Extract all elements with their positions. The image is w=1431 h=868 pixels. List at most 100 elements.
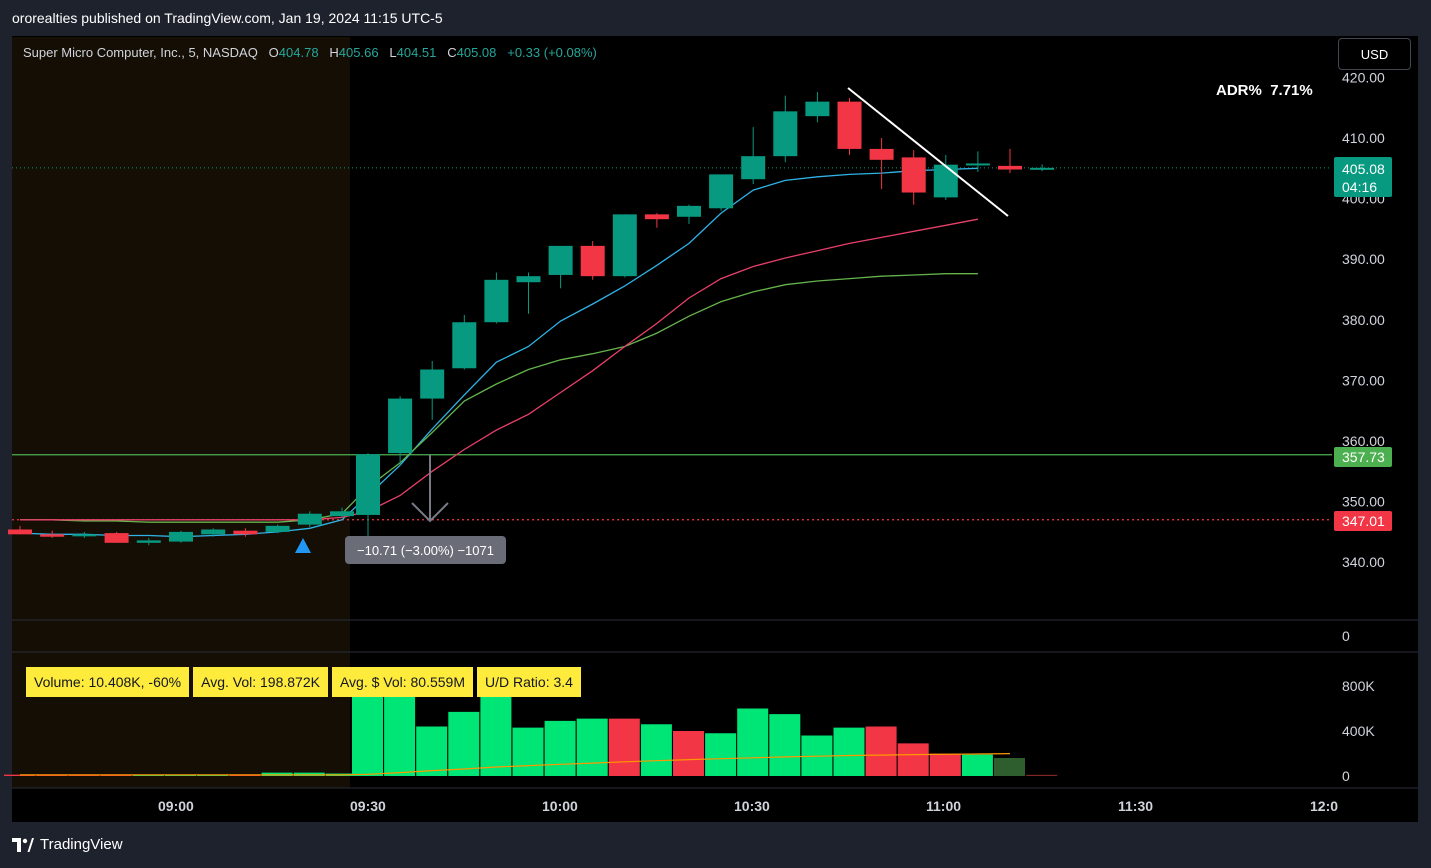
candle-body — [998, 165, 1022, 170]
ema_slow-line — [20, 218, 979, 521]
time-tick-label: 09:30 — [350, 798, 386, 814]
level-badge-green-bg — [1334, 447, 1392, 467]
tradingview-logo-icon — [12, 837, 34, 852]
signal-triangle-icon — [295, 538, 311, 553]
avg-volume-stat: Avg. Vol: 198.872K — [193, 667, 328, 697]
oscillator-tick-label: 0 — [1342, 628, 1350, 644]
candle-body — [388, 398, 413, 454]
candle-body — [644, 214, 669, 220]
candle-body — [805, 101, 830, 117]
candle-body — [933, 164, 958, 198]
axis-badges: 405.08 04:16 357.73 347.01 — [1334, 157, 1392, 531]
volume-bar — [384, 696, 416, 776]
adr-value: 7.71% — [1270, 82, 1313, 99]
candle-body — [548, 245, 573, 275]
publish-info: ororealties published on TradingView.com… — [12, 10, 443, 26]
volume-bar — [705, 733, 737, 776]
time-tick-label: 09:00 — [158, 798, 194, 814]
last-price-badge: 405.08 04:16 — [1334, 157, 1392, 197]
volume-bar — [865, 726, 897, 776]
price-tick-label: 420.00 — [1342, 69, 1385, 85]
premarket-shading — [12, 37, 350, 788]
candle-body — [580, 245, 605, 277]
candle-body — [8, 529, 32, 535]
price-tick-label: 370.00 — [1342, 372, 1385, 388]
volume-bar — [416, 726, 448, 776]
close-value: 405.08 — [456, 45, 497, 60]
price-tick-label: 350.00 — [1342, 494, 1385, 510]
pane-separators — [12, 619, 1418, 789]
price-tick-label: 390.00 — [1342, 251, 1385, 267]
adr-label: ADR% — [1216, 82, 1262, 99]
candle-body — [233, 530, 258, 535]
candle-body — [72, 534, 97, 537]
volume-bar — [897, 743, 929, 776]
volume-bar — [608, 718, 640, 776]
volume-bar — [1026, 774, 1058, 776]
volume-tick-label: 400K — [1342, 723, 1375, 739]
candle-body — [709, 174, 734, 209]
symbol-name: Super Micro Computer, Inc., 5, NASDAQ — [23, 45, 258, 60]
avg-dollar-volume-stat: Avg. $ Vol: 80.559M — [331, 667, 474, 697]
volume-bar — [448, 711, 480, 776]
premarket-band — [12, 37, 350, 788]
volume-average-line — [20, 753, 1011, 776]
candle-body — [201, 529, 226, 535]
ud-ratio-stat: U/D Ratio: 3.4 — [477, 667, 581, 697]
candle-body — [452, 322, 477, 369]
high-label: H — [329, 45, 339, 60]
volume-bar — [512, 727, 544, 776]
candle-body — [104, 533, 129, 543]
candle-body — [965, 163, 990, 166]
time-tick-label: 11:00 — [926, 798, 961, 814]
trend-line — [847, 87, 1009, 217]
volume-bar — [769, 714, 801, 776]
candle-body — [420, 369, 445, 399]
last-price-badge-text: 405.08 — [1342, 161, 1385, 177]
level-badge-green: 357.73 — [1334, 447, 1392, 467]
measure-tooltip: −10.71 (−3.00%) −1071 — [345, 536, 506, 564]
close-label: C — [447, 45, 457, 60]
candle-body — [741, 156, 766, 180]
time-axis: 09:00 09:30 10:00 10:30 11:00 11:30 12:0 — [158, 798, 1338, 814]
volume-bar — [4, 774, 35, 776]
currency-button[interactable]: USD — [1338, 38, 1411, 70]
open-label: O — [268, 45, 279, 60]
volume-bars — [4, 696, 1058, 776]
volume-bar — [480, 696, 512, 776]
candle-body — [516, 276, 541, 283]
volume-axis: 800K 400K 0 — [1342, 678, 1375, 784]
last-price-badge-bg — [1334, 157, 1392, 197]
high-value: 405.66 — [338, 45, 379, 60]
symbol-legend[interactable]: Super Micro Computer, Inc., 5, NASDAQ O 4… — [23, 45, 597, 60]
price-tick-label: 340.00 — [1342, 554, 1385, 570]
low-label: L — [389, 45, 397, 60]
time-tick-label: 10:00 — [542, 798, 578, 814]
candle-body — [330, 511, 354, 517]
candle-body — [136, 540, 161, 543]
candle-body — [837, 101, 862, 149]
volume-bar — [544, 720, 576, 776]
candle-body — [612, 214, 637, 277]
candles — [8, 91, 1055, 563]
candle-body — [869, 148, 894, 160]
volume-bar — [737, 708, 769, 776]
ema_mid-line — [20, 273, 978, 523]
volume-bar — [640, 724, 672, 776]
volume-bar — [994, 758, 1025, 776]
level-badge-red: 347.01 — [1334, 511, 1392, 531]
low-value: 404.51 — [396, 45, 437, 60]
tradingview-logo-text: TradingView — [40, 836, 123, 853]
adr-readout: ADR% 7.71% — [1216, 82, 1313, 99]
price-tick-label: 380.00 — [1342, 312, 1385, 328]
tradingview-logo[interactable]: TradingView — [12, 836, 123, 853]
candle-body — [297, 513, 322, 525]
candle-body — [677, 205, 701, 217]
volume-stat: Volume: 10.408K, -60% — [26, 667, 190, 697]
price-tick-label: 410.00 — [1342, 130, 1385, 146]
volume-tick-label: 0 — [1342, 768, 1350, 784]
volume-bar — [961, 754, 993, 776]
time-tick-label: 12:0 — [1310, 798, 1338, 814]
candle-body — [901, 157, 926, 193]
